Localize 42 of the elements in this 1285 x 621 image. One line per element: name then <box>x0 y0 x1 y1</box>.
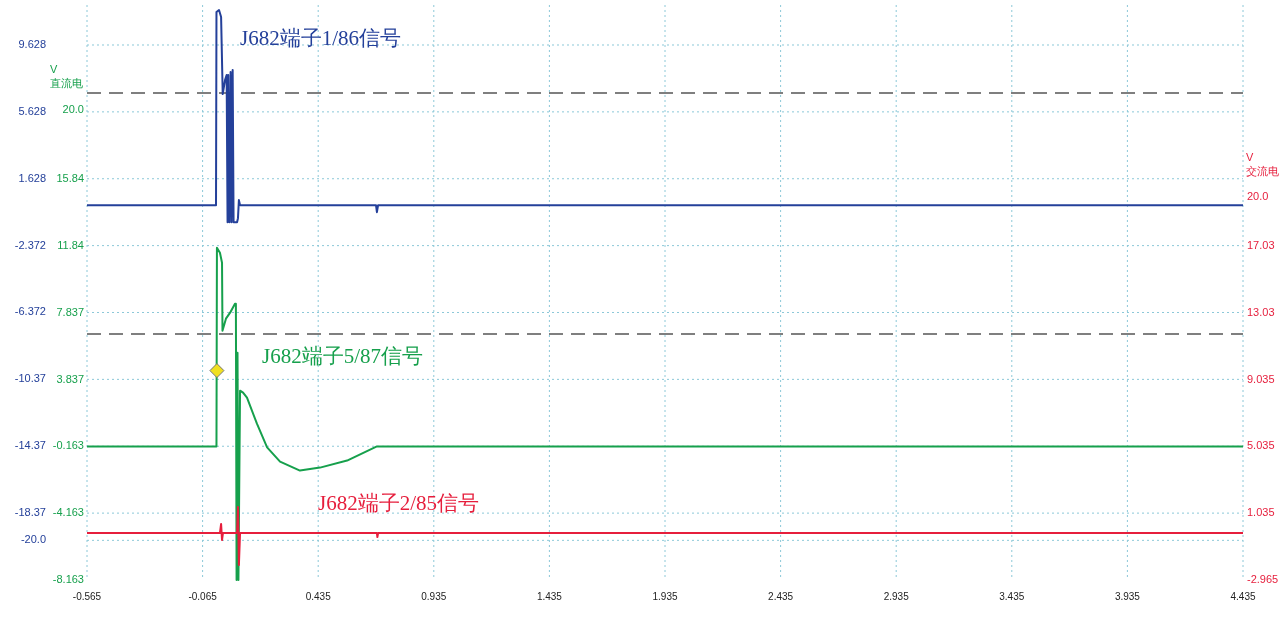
x-tick-label: 1.435 <box>536 590 563 602</box>
y2-tick-label: -0.163 <box>52 439 84 452</box>
y-tick-label: -14.37 <box>14 439 46 452</box>
annotation: J682端子2/85信号 <box>318 490 480 515</box>
y-tick-label: 9.628 <box>18 37 46 50</box>
x-tick-label: 2.935 <box>883 590 910 602</box>
x-tick-label: 2.435 <box>768 590 794 602</box>
y-tick-label: -18.37 <box>14 506 46 519</box>
x-tick-label: -0.565 <box>72 590 102 602</box>
y3-tick-label: 17.03 <box>1247 239 1275 252</box>
y-tick-label: 5.628 <box>18 104 46 117</box>
y2-tick-label: 3.837 <box>56 372 84 385</box>
x-tick-label: 0.435 <box>305 590 332 602</box>
x-tick-label: 1.935 <box>652 590 678 602</box>
y2-tick-label: 11.84 <box>57 239 84 252</box>
x-tick-label: 4.435 <box>1230 590 1256 602</box>
y3-tick-label: -2.965 <box>1247 572 1279 585</box>
x-tick-label: 3.435 <box>999 590 1025 602</box>
y-tick-label: 1.628 <box>18 171 46 184</box>
y2-tick-label: 15.84 <box>56 172 84 185</box>
y-tick-label: -2.372 <box>14 238 46 251</box>
y2-tick-label: -8.163 <box>52 572 84 585</box>
y-tick-label: -20.0 <box>20 533 46 546</box>
x-tick-label: 3.935 <box>1114 590 1141 602</box>
y2-tick-label: 7.837 <box>56 305 84 318</box>
y3-tick-label: 1.035 <box>1247 506 1275 519</box>
y3-tick-label: 9.035 <box>1247 372 1275 385</box>
y3-tick-label: 5.035 <box>1247 439 1275 452</box>
y3-tick-label: 13.03 <box>1247 305 1275 318</box>
annotation: J682端子1/86信号 <box>240 25 402 50</box>
y3-tick-label: 20.0 <box>1247 189 1269 202</box>
y3-axis-title: V 交流电 <box>1246 150 1279 177</box>
y-tick-label: -10.37 <box>14 372 46 385</box>
y2-tick-label: -4.163 <box>52 506 84 519</box>
y2-tick-label: 20.0 <box>62 102 84 115</box>
y2-axis-title: V 直流电 <box>50 62 83 89</box>
y-tick-label: -6.372 <box>14 305 46 318</box>
x-tick-label: 0.935 <box>421 590 447 602</box>
line-series <box>86 9 1244 224</box>
line-series <box>86 246 1244 581</box>
x-tick-label: -0.065 <box>188 590 218 602</box>
annotation: J682端子5/87信号 <box>262 343 424 368</box>
